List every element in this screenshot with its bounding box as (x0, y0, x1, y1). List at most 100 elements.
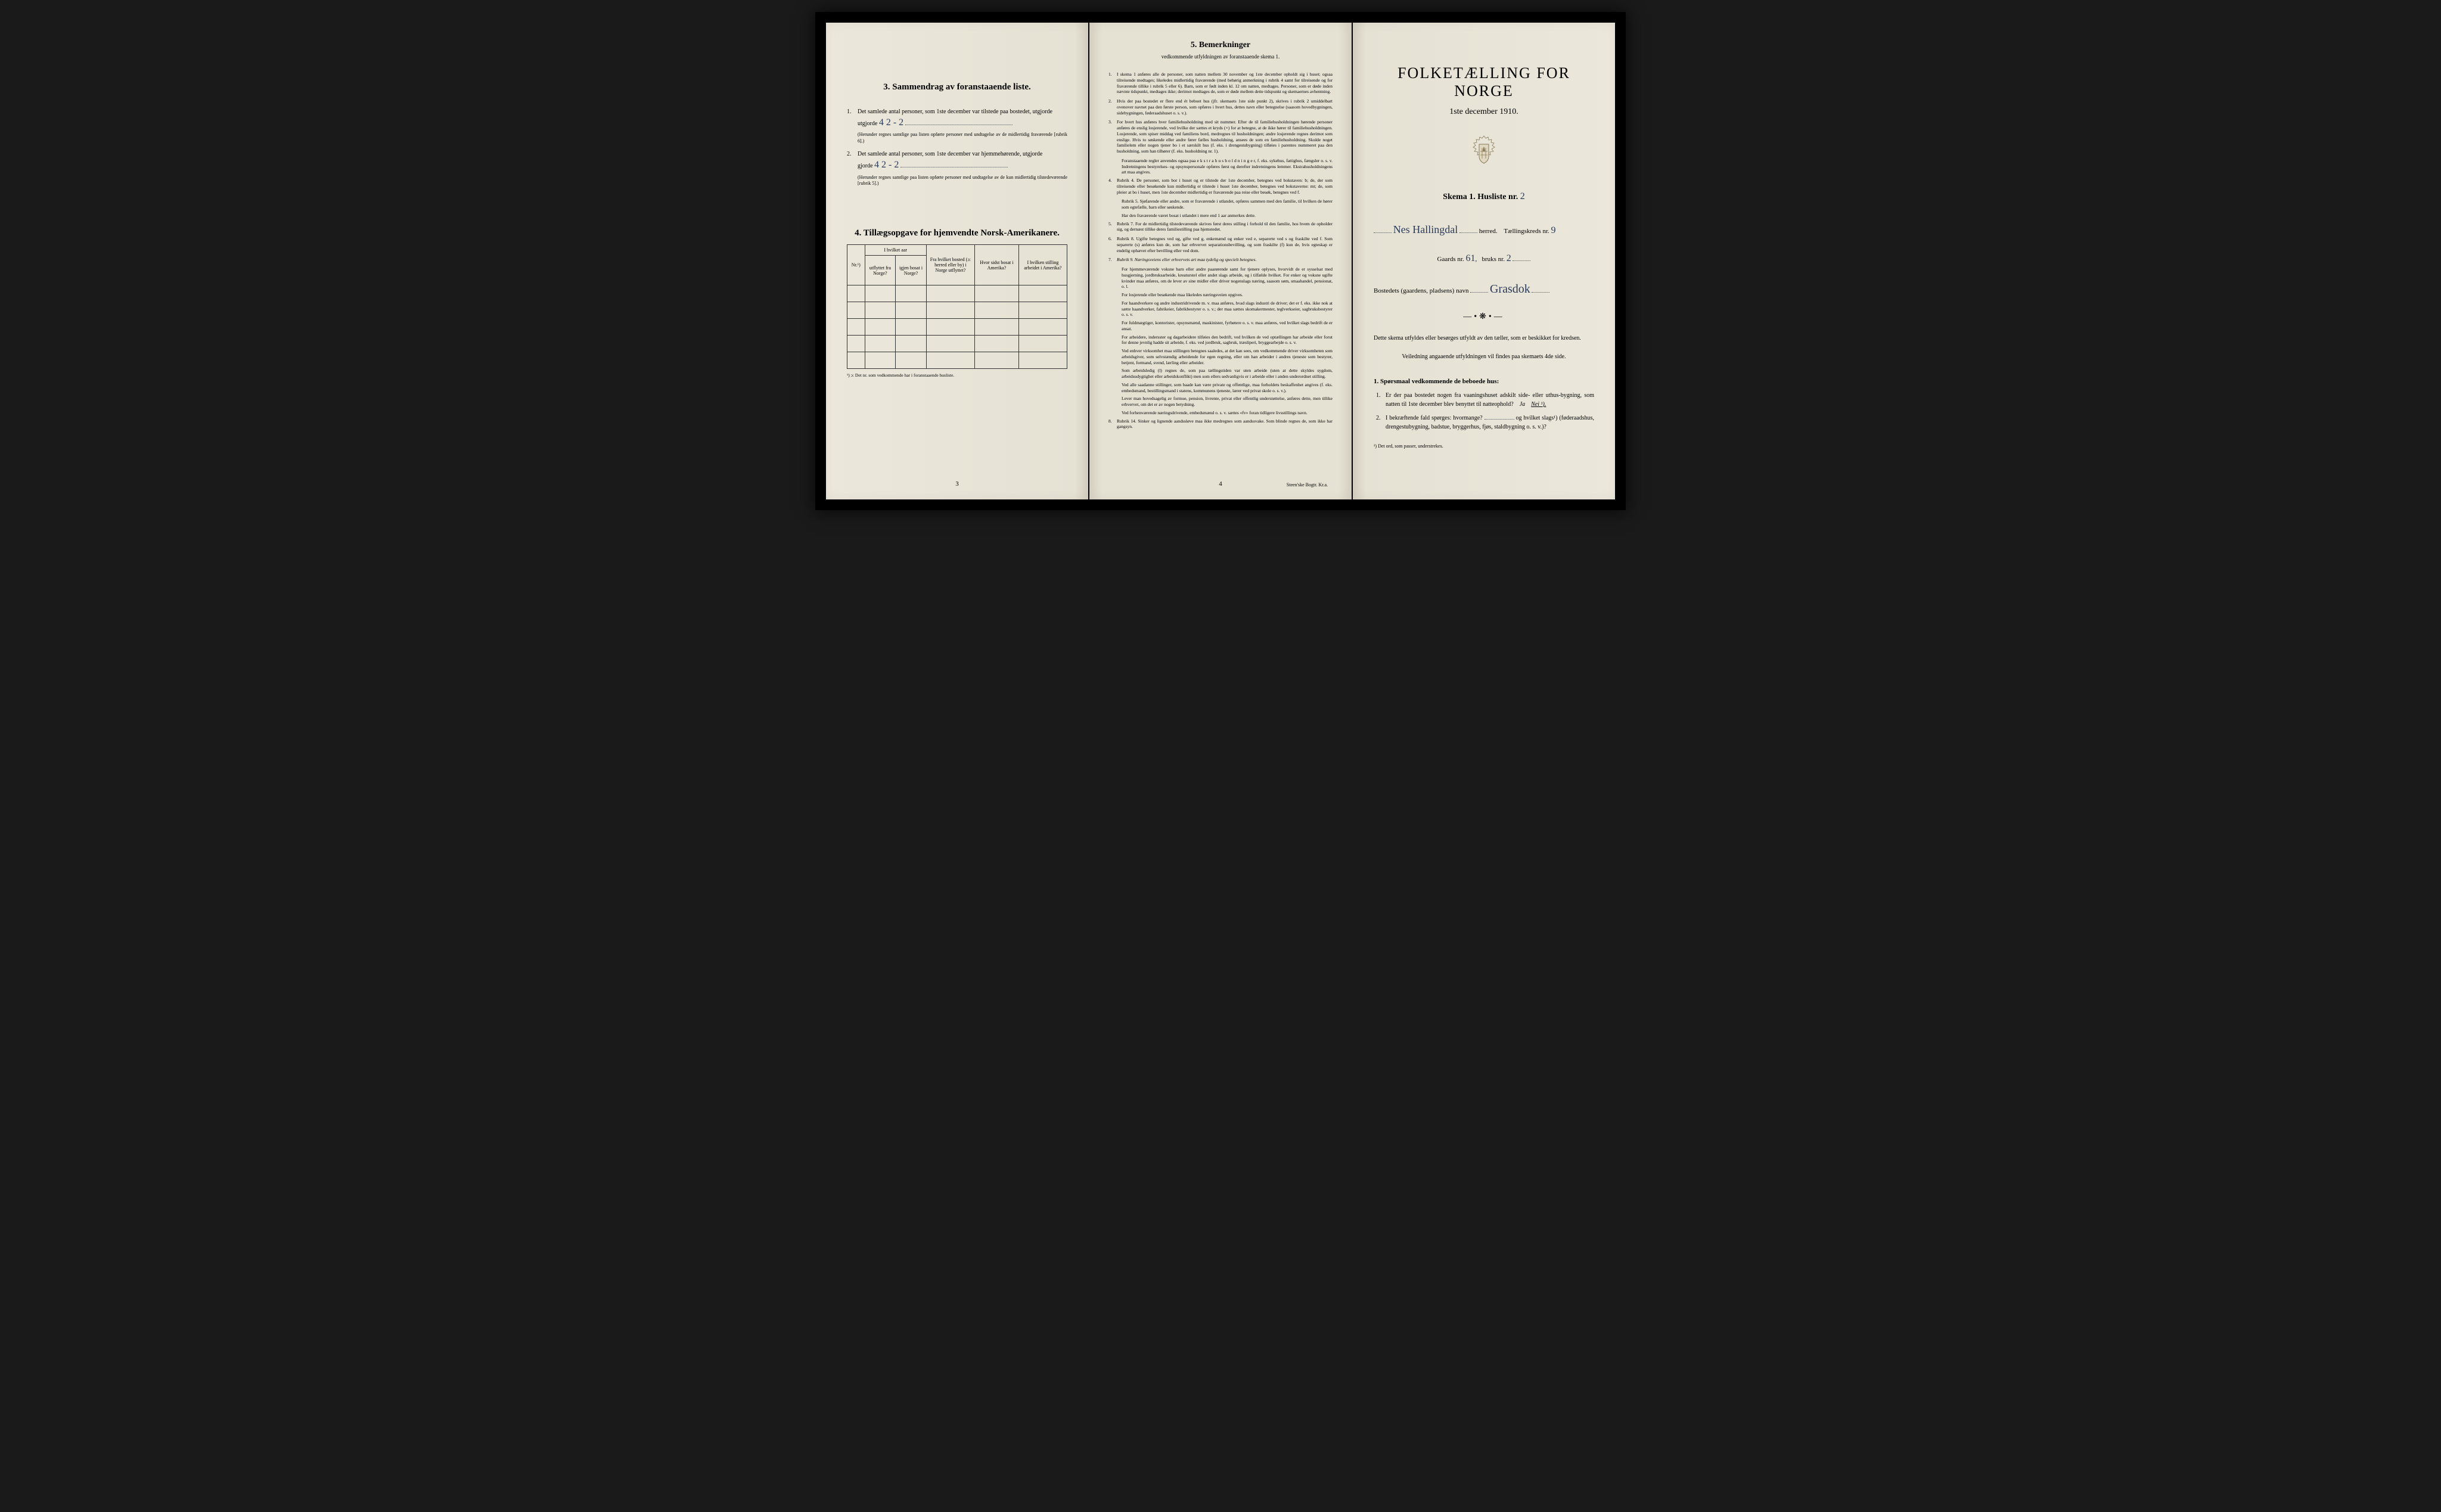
remark-item: 1. I skema 1 anføres alle de personer, so… (1108, 72, 1333, 95)
remark-sub: For fuldmægtiger, kontorister, opsynsmæn… (1108, 320, 1333, 332)
remark-item: 8.Rubrik 14. Sinker og lignende aandsslø… (1108, 418, 1333, 430)
col-utflyttet: utflyttet fra Norge? (865, 256, 896, 285)
item-text: I skema 1 anføres alle de personer, som … (1117, 72, 1333, 94)
page-number: 3 (955, 480, 959, 488)
summary-item-1: 1. Det samlede antal personer, som 1ste … (847, 108, 1067, 144)
col-group-year: I hvilket aar (865, 245, 926, 256)
herred-value: Nes Hallingdal (1393, 220, 1458, 239)
bruks-value: 2 (1507, 250, 1511, 268)
american-table: Nr.¹) I hvilket aar Fra hvilket bosted (… (847, 244, 1067, 369)
question-text: I bekræftende fald spørges: hvormange? (1386, 415, 1483, 421)
page-1-cover: FOLKETÆLLING FOR NORGE 1ste december 191… (1353, 23, 1615, 499)
dotted-fill (1374, 232, 1392, 233)
item-text: For hvert hus anføres hver familiehushol… (1117, 119, 1333, 154)
herred-label: herred. (1479, 228, 1498, 235)
answer-ja: Ja (1520, 401, 1525, 408)
remark-sub: Har den fraværende været bosat i utlande… (1108, 213, 1333, 219)
section-3-header: 3. Sammendrag av foranstaaende liste. (847, 82, 1067, 92)
subtitle: 1ste december 1910. (1374, 107, 1594, 117)
question-text: Er der paa bostedet nogen fra vaaningshu… (1386, 392, 1594, 408)
remark-sub: Ved enhver virksomhet maa stillingen bet… (1108, 348, 1333, 365)
dotted-fill (1459, 232, 1477, 233)
table-row (847, 285, 1067, 302)
item-text: Rubrik 8. Ugifte betegnes ved ug, gifte … (1117, 236, 1333, 253)
item-number: 2. (1108, 98, 1112, 104)
ornament-icon: ―•❋•― (1374, 312, 1594, 322)
item-number: 5. (1108, 221, 1112, 227)
col-bosted: Fra hvilket bosted (ɔ: herred eller by) … (926, 245, 974, 285)
handwritten-value-1: 4 2 - 2 (879, 116, 903, 129)
col-sidst: Hvor sidst bosat i Amerika? (975, 245, 1019, 285)
kreds-label: Tællingskreds nr. (1504, 228, 1549, 235)
husliste-nr-value: 2 (1520, 191, 1525, 202)
table-row (847, 352, 1067, 369)
section-5-subtitle: vedkommende utfyldningen av foranstaaend… (1108, 54, 1333, 60)
remark-item: 2. Hvis der paa bostedet er flere end ét … (1108, 98, 1333, 116)
remarks-list: 1. I skema 1 anføres alle de personer, so… (1108, 72, 1333, 430)
remark-item: 5. Rubrik 7. For de midlertidig tilstedev… (1108, 221, 1333, 233)
handwritten-value-2: 4 2 - 2 (874, 159, 899, 172)
table-row (847, 336, 1067, 352)
question-2: 2. I bekræftende fald spørges: hvormange… (1374, 414, 1594, 431)
remark-sub: Ved alle saadanne stillinger, som baade … (1108, 382, 1333, 394)
bosted-line: Bostedets (gaardens, pladsens) navn Gras… (1374, 278, 1594, 300)
table-header-row: Nr.¹) I hvilket aar Fra hvilket bosted (… (847, 245, 1067, 256)
item-note: (Herunder regnes samtlige paa listen opf… (858, 132, 1067, 144)
question-1: 1. Er der paa bostedet nogen fra vaaning… (1374, 391, 1594, 409)
item-label: utgjorde (858, 120, 879, 127)
section-4-header: 4. Tillægsopgave for hjemvendte Norsk-Am… (847, 228, 1067, 238)
herred-line: Nes Hallingdal herred. Tællingskreds nr.… (1374, 220, 1594, 240)
item-number: 3. (1108, 119, 1112, 125)
item-text: Det samlede antal personer, som 1ste dec… (858, 151, 1042, 157)
item-text: Rubrik 7. For de midlertidig tilstedevær… (1117, 221, 1333, 232)
bruks-label: bruks nr. (1482, 256, 1505, 263)
item-text: Hvis der paa bostedet er flere end ét be… (1117, 98, 1333, 116)
table-row (847, 302, 1067, 319)
info-block-1: Dette skema utfyldes eller besørges utfy… (1374, 334, 1594, 343)
item-text: Rubrik 9. Næringsveiens eller erhvervets… (1117, 257, 1256, 262)
remark-sub: For losjerende eller besøkende maa likel… (1108, 292, 1333, 298)
item-text: Rubrik 4. De personer, som bor i huset o… (1117, 178, 1333, 195)
document-spread: 3. Sammendrag av foranstaaende liste. 1.… (815, 12, 1626, 510)
remark-sub: For arbeidere, indersster og dagarbeider… (1108, 334, 1333, 346)
remark-sub: Ved forhenværende næringsdrivende, embed… (1108, 410, 1333, 416)
dotted-fill (1532, 292, 1549, 293)
item-number: 6. (1108, 236, 1112, 242)
dotted-fill (1470, 292, 1488, 293)
remark-sub: Foranstaaende regler anvendes ogsaa paa … (1108, 158, 1333, 175)
remark-sub: For haandverkere og andre industridriven… (1108, 300, 1333, 318)
dotted-fill (1485, 419, 1514, 420)
answer-nei-underlined: Nei ¹). (1531, 401, 1546, 408)
col-igjen: igjen bosat i Norge? (896, 256, 927, 285)
skema-label: Skema 1. Husliste nr. (1443, 193, 1518, 201)
page-4: 5. Bemerkninger vedkommende utfyldningen… (1089, 23, 1352, 499)
dotted-fill (1513, 260, 1530, 261)
question-number: 2. (1376, 414, 1381, 423)
bosted-label: Bostedets (gaardens, pladsens) navn (1374, 287, 1468, 294)
info-block-2: Veiledning angaaende utfyldningen vil fi… (1374, 352, 1594, 361)
remark-sub: For hjemmeværende voksne barn eller andr… (1108, 266, 1333, 290)
coat-of-arms-icon (1374, 135, 1594, 173)
col-nr: Nr.¹) (847, 245, 865, 285)
item-number: 8. (1108, 418, 1112, 424)
section-5-header: 5. Bemerkninger (1108, 41, 1333, 50)
footnote: ¹) Det ord, som passer, understrekes. (1374, 443, 1594, 449)
bosted-value: Grasdok (1490, 278, 1530, 300)
remark-sub: Som arbeidsledig (l) regnes de, som paa … (1108, 368, 1333, 380)
page-number: 4 (1219, 480, 1222, 488)
item-number: 1. (1108, 72, 1112, 77)
item-number: 2. (847, 150, 852, 159)
table-row (847, 319, 1067, 336)
gaards-label: Gaards nr. (1437, 256, 1464, 263)
remark-item: 3. For hvert hus anføres hver familiehush… (1108, 119, 1333, 154)
skema-line: Skema 1. Husliste nr. 2 (1374, 191, 1594, 202)
table-footnote: ¹) ɔ: Det nr. som vedkommende har i fora… (847, 372, 1067, 378)
page-3: 3. Sammendrag av foranstaaende liste. 1.… (826, 23, 1088, 499)
remark-sub: Rubrik 5. Sjøfarende eller andre, som er… (1108, 198, 1333, 210)
printer-credit: Steen'ske Bogtr. Kr.a. (1287, 482, 1328, 488)
summary-item-2: 2. Det samlede antal personer, som 1ste … (847, 150, 1067, 187)
item-text: Det samlede antal personer, som 1ste dec… (858, 108, 1052, 115)
sporsmaal-header: 1. Spørsmaal vedkommende de beboede hus: (1374, 378, 1594, 385)
kreds-value: 9 (1551, 222, 1556, 240)
remark-item: 7.Rubrik 9. Næringsveiens eller erhverve… (1108, 257, 1333, 263)
